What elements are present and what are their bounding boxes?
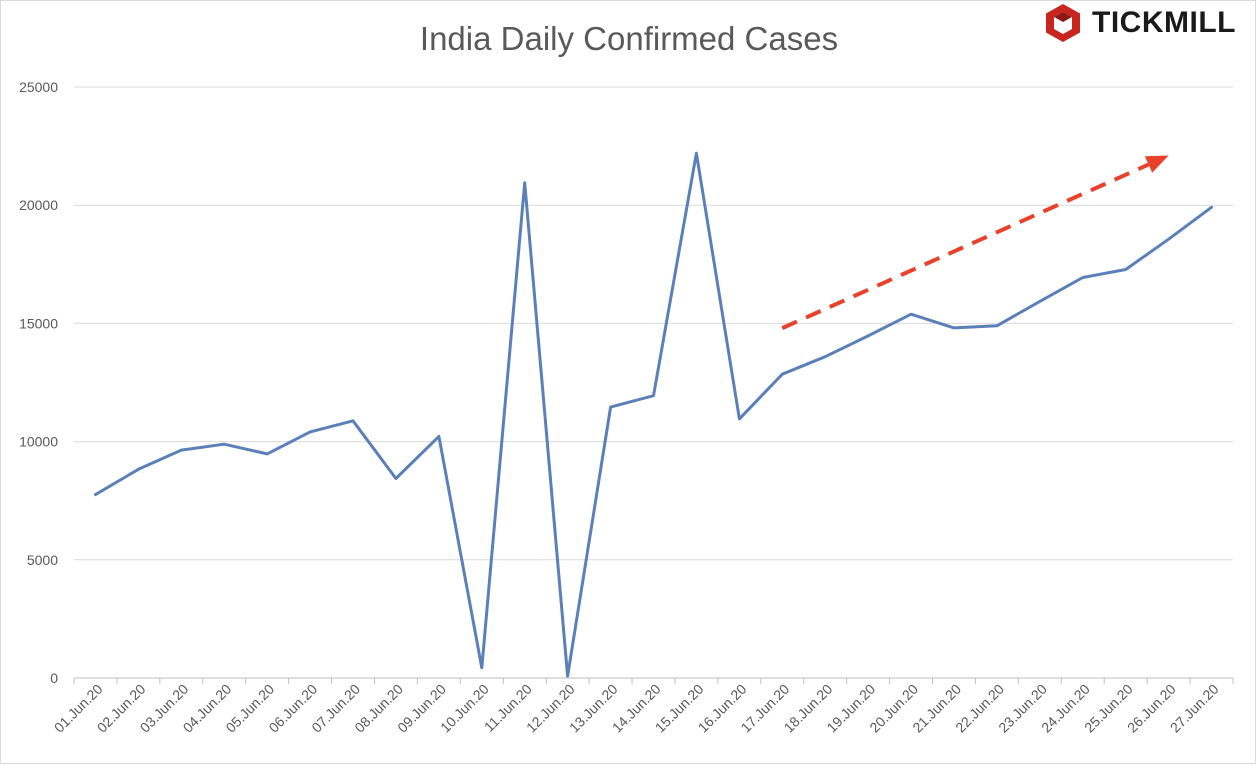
trend-arrow-line [781, 162, 1150, 330]
y-tick-label: 20000 [19, 197, 58, 213]
y-tick-label: 25000 [19, 79, 58, 95]
trend-arrow-head [1144, 155, 1169, 173]
y-tick-label: 0 [50, 670, 58, 686]
brand-logo: TICKMILL [1042, 2, 1236, 44]
y-tick-label: 15000 [19, 315, 58, 331]
y-tick-label: 5000 [27, 552, 58, 568]
chart-title: India Daily Confirmed Cases [419, 20, 839, 57]
brand-name: TICKMILL [1092, 6, 1236, 39]
tickmill-hexagon-icon [1046, 4, 1080, 42]
y-tick-label: 10000 [19, 434, 58, 450]
series-line [94, 151, 1213, 678]
